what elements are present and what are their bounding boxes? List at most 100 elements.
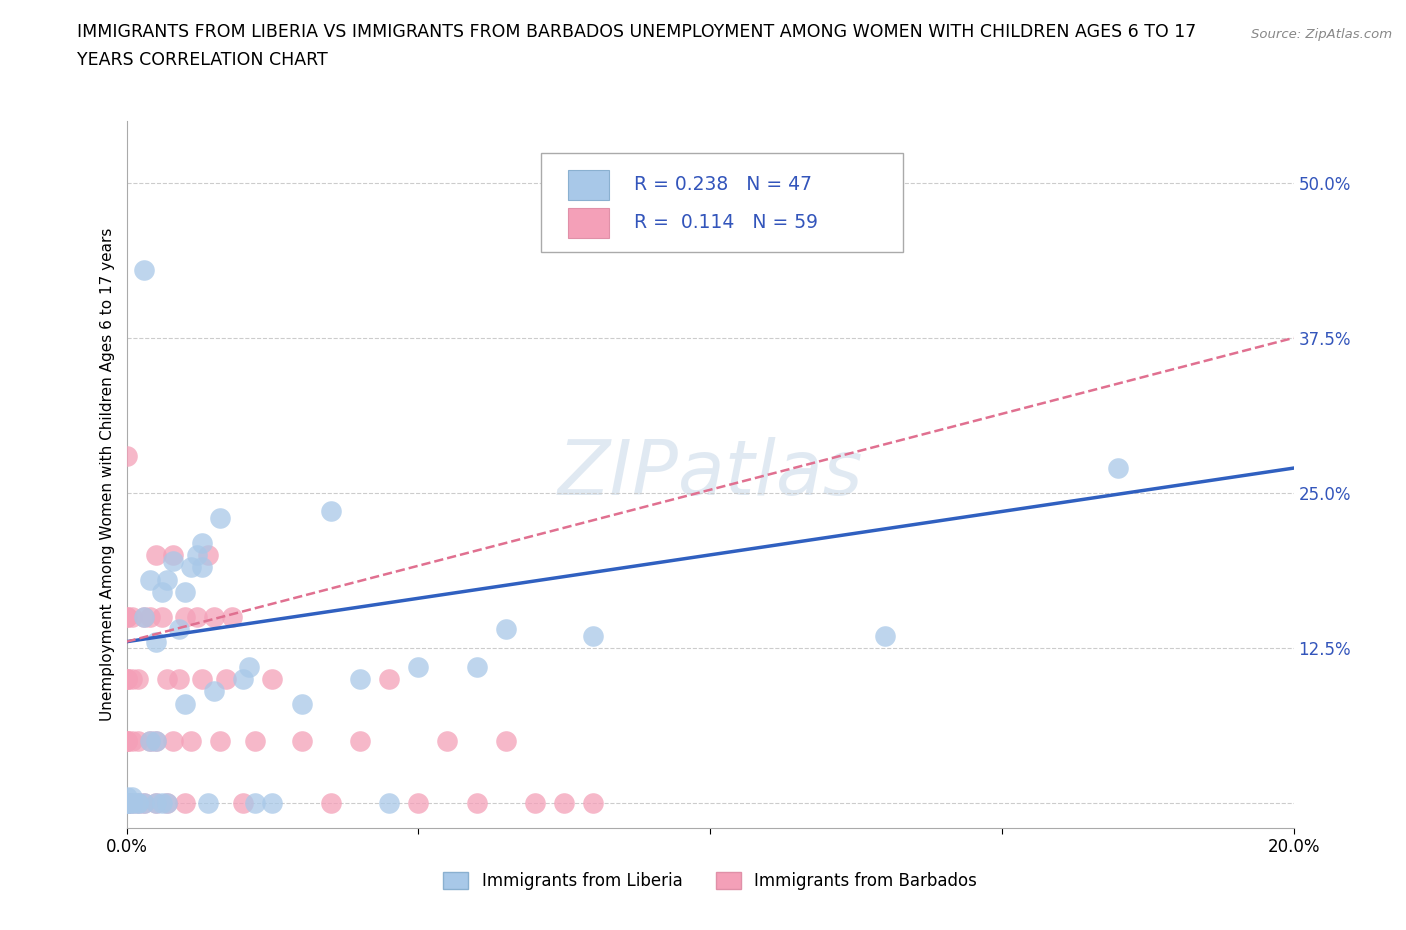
Point (115, 795, 138, 810)
Point (115, 609, 138, 624)
Point (262, 671, 284, 686)
Point (115, 795, 138, 810)
Point (221, 609, 243, 624)
Point (208, 511, 231, 525)
Point (167, 671, 190, 686)
Point (495, 622, 517, 637)
Point (127, 671, 149, 686)
Point (121, 790, 143, 804)
Point (215, 671, 238, 686)
Point (132, 795, 155, 810)
Legend: Immigrants from Liberia, Immigrants from Barbados: Immigrants from Liberia, Immigrants from… (436, 866, 984, 897)
Point (139, 609, 162, 624)
Point (115, 795, 138, 810)
Point (121, 795, 143, 810)
Point (243, 734, 266, 749)
Text: ZIPatlas: ZIPatlas (557, 437, 863, 512)
Point (115, 734, 138, 749)
Point (132, 262, 155, 277)
Point (115, 734, 138, 749)
Point (115, 671, 138, 686)
Point (127, 795, 149, 810)
Point (156, 671, 179, 686)
Point (115, 671, 138, 686)
Point (162, 734, 184, 749)
Point (186, 548, 208, 563)
Point (191, 560, 214, 575)
Point (202, 684, 225, 698)
Point (150, 795, 173, 810)
Text: IMMIGRANTS FROM LIBERIA VS IMMIGRANTS FROM BARBADOS UNEMPLOYMENT AMONG WOMEN WIT: IMMIGRANTS FROM LIBERIA VS IMMIGRANTS FR… (77, 23, 1197, 41)
Point (145, 634, 167, 649)
Point (139, 572, 162, 587)
Point (408, 659, 430, 674)
Text: YEARS CORRELATION CHART: YEARS CORRELATION CHART (77, 51, 328, 69)
Point (145, 734, 167, 749)
Point (156, 795, 179, 810)
Point (115, 734, 138, 749)
Point (349, 671, 371, 686)
Point (121, 734, 143, 749)
Point (115, 795, 138, 810)
Point (208, 734, 231, 749)
Point (167, 622, 190, 637)
Point (262, 795, 284, 810)
Point (319, 795, 342, 810)
Point (115, 671, 138, 686)
Point (115, 795, 138, 810)
Text: Source: ZipAtlas.com: Source: ZipAtlas.com (1251, 28, 1392, 41)
Point (180, 560, 202, 575)
Point (127, 734, 149, 749)
Text: R = 0.238   N = 47: R = 0.238 N = 47 (634, 175, 813, 194)
Point (465, 795, 488, 810)
Point (378, 671, 401, 686)
FancyBboxPatch shape (568, 170, 609, 200)
Point (115, 609, 138, 624)
Point (145, 548, 167, 563)
Point (319, 504, 342, 519)
Point (553, 795, 575, 810)
Text: R =  0.114   N = 59: R = 0.114 N = 59 (634, 213, 818, 232)
Point (145, 795, 167, 810)
Point (232, 795, 254, 810)
Point (290, 697, 312, 711)
Point (145, 795, 167, 810)
Point (495, 734, 517, 749)
FancyBboxPatch shape (541, 153, 903, 252)
Point (121, 795, 143, 810)
Point (132, 609, 155, 624)
Point (174, 795, 197, 810)
Point (197, 548, 219, 563)
Point (121, 609, 143, 624)
Point (121, 795, 143, 810)
Point (139, 734, 162, 749)
Point (436, 734, 458, 749)
Point (174, 585, 197, 600)
Point (132, 795, 155, 810)
FancyBboxPatch shape (568, 207, 609, 237)
Point (115, 795, 138, 810)
Point (115, 790, 138, 804)
Point (408, 795, 430, 810)
Point (156, 795, 179, 810)
Point (582, 628, 605, 643)
Point (290, 734, 312, 749)
Point (349, 734, 371, 749)
Point (115, 448, 138, 463)
Point (115, 795, 138, 810)
Point (145, 734, 167, 749)
Point (121, 671, 143, 686)
Point (115, 795, 138, 810)
Point (1108, 460, 1130, 475)
Point (162, 548, 184, 563)
Point (127, 795, 149, 810)
Point (156, 572, 179, 587)
Point (139, 734, 162, 749)
Point (378, 795, 401, 810)
Point (191, 535, 214, 550)
Point (232, 671, 254, 686)
Point (150, 585, 173, 600)
Point (115, 795, 138, 810)
Y-axis label: Unemployment Among Women with Children Ages 6 to 17 years: Unemployment Among Women with Children A… (100, 228, 115, 721)
Point (582, 795, 605, 810)
